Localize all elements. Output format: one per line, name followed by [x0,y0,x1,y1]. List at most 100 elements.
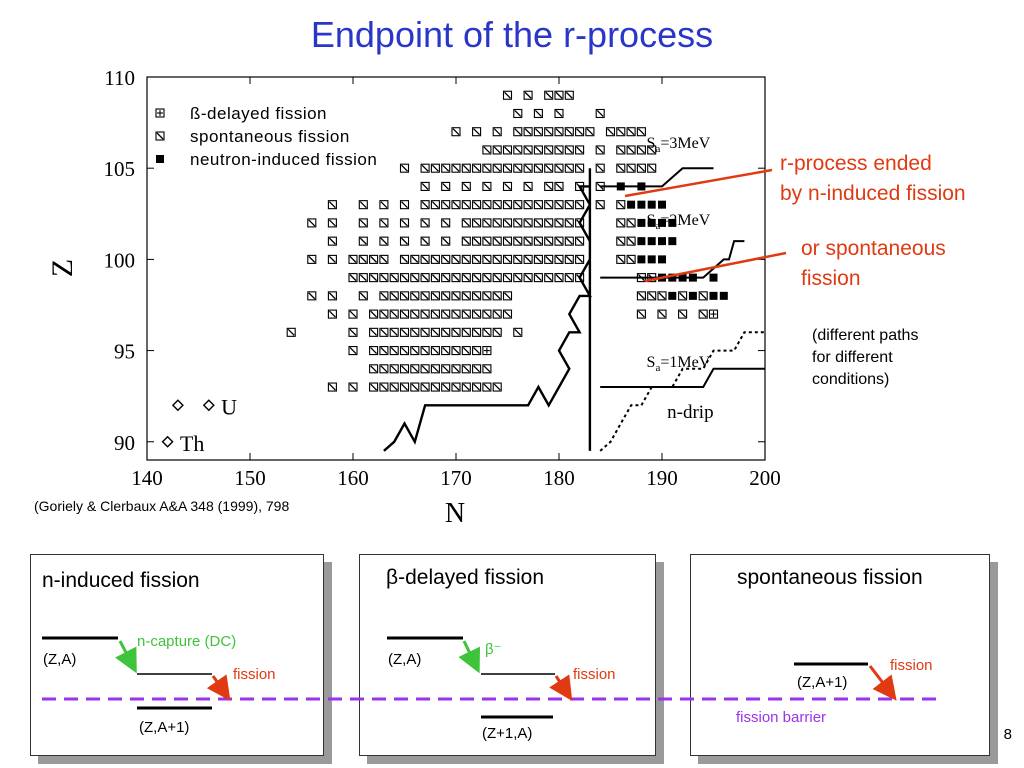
marker-slash [411,365,419,373]
data-point-boxed-slash [472,218,482,228]
annotation-line: or spontaneous [801,237,946,260]
data-point-boxed-slash [626,127,636,137]
marker-slash [534,274,542,282]
marker-slash [401,365,408,373]
data-point-boxed-slash [554,236,564,246]
data-point-boxed-slash [430,364,440,374]
marker-slash [473,201,481,209]
marker-slash [442,219,450,227]
data-point-boxed-slash [327,254,337,264]
data-point-boxed-slash [626,218,636,228]
panel-spontaneous [690,554,990,756]
data-point-boxed-slash [698,309,708,319]
data-point-boxed-slash [155,131,165,141]
marker-slash [534,146,542,154]
marker-slash [349,328,357,336]
marker-slash [555,128,563,136]
panel-title-spontaneous: spontaneous fission [737,566,923,589]
data-point-boxed-slash [657,291,667,301]
marker-slash [431,255,439,263]
data-point-boxed-slash [379,364,389,374]
data-point-boxed-slash [533,254,543,264]
data-point-boxed-slash [523,127,533,137]
marker-slash [555,164,563,172]
marker-square [647,218,656,227]
marker-slash [308,255,316,263]
data-point-boxed-slash [430,382,440,392]
marker-slash [637,310,645,318]
marker-slash [493,201,501,209]
data-point-boxed-slash [482,273,492,283]
data-point-boxed-slash [420,309,430,319]
marker-slash [462,347,470,355]
marker-slash [555,219,563,227]
data-point-boxed-slash [441,273,451,283]
data-point-boxed-slash [307,218,317,228]
marker-slash [534,201,542,209]
marker-slash [504,146,511,154]
marker-slash [617,128,625,136]
x-tick-label: 200 [749,466,781,490]
data-point-boxed-slash [451,163,461,173]
data-point-boxed-slash [451,327,461,337]
data-point-boxed-slash [348,327,358,337]
marker-square [637,218,646,227]
marker-slash [401,219,408,227]
data-point-filled-square [637,218,646,227]
marker-slash [514,219,522,227]
marker-slash [648,164,656,172]
data-point-boxed-slash [420,382,430,392]
marker-slash [452,347,460,355]
data-point-boxed-slash [430,254,440,264]
marker-slash [493,310,501,318]
marker-slash [493,164,501,172]
marker-slash [370,383,378,391]
marker-slash [473,328,481,336]
marker-slash [637,164,645,172]
marker-slash [617,164,625,172]
beta-arrow [458,640,481,674]
marker-slash [390,347,398,355]
data-point-boxed-slash [389,309,399,319]
marker-slash [545,219,553,227]
data-point-boxed-slash [461,364,471,374]
isotope-diamond [202,399,215,412]
data-point-filled-square [627,200,636,209]
marker-slash [359,219,367,227]
data-point-boxed-slash [358,218,368,228]
data-point-boxed-slash [636,145,646,155]
data-point-boxed-slash [544,254,554,264]
data-point-boxed-slash [399,364,410,374]
data-point-boxed-slash [482,218,492,228]
marker-square [647,237,656,246]
data-point-filled-square [658,200,666,209]
marker-slash [483,237,491,245]
marker-slash [565,201,573,209]
marker-slash [534,237,542,245]
data-point-boxed-slash [482,364,492,374]
data-point-boxed-slash [369,346,379,356]
data-point-boxed-slash [554,90,564,100]
data-point-boxed-slash [461,254,471,264]
n-drip-label: n-drip [667,402,713,423]
isotope-diamond [171,399,184,412]
marker-slash [411,255,419,263]
data-point-filled-square [658,255,666,264]
data-point-boxed-slash [410,382,420,392]
pointer-line-2 [644,251,787,283]
data-point-filled-square [156,155,164,163]
data-point-boxed-slash [636,127,646,137]
data-point-boxed-slash [472,200,482,210]
marker-slash [442,310,450,318]
marker-square [719,291,728,300]
marker-square [658,218,666,227]
marker-slash [483,255,491,263]
data-point-boxed-slash [492,163,502,173]
marker-slash [565,255,573,263]
data-point-filled-square [688,291,697,300]
data-point-boxed-slash [595,200,605,210]
marker-square [668,218,677,227]
marker-slash [524,91,532,99]
marker-slash [390,310,398,318]
marker-slash [411,328,419,336]
